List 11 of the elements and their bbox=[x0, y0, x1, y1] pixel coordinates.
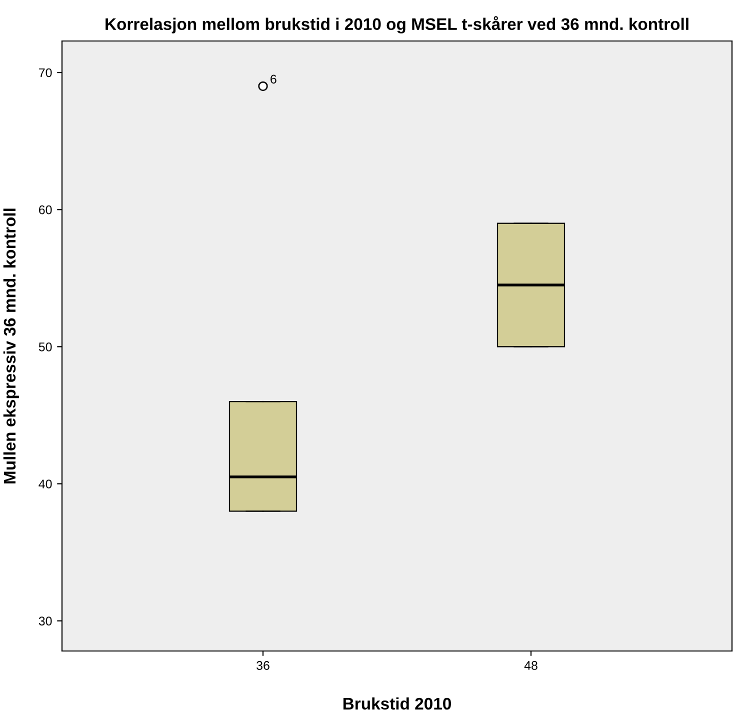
x-axis-title: Brukstid 2010 bbox=[343, 697, 451, 710]
y-tick-label: 40 bbox=[38, 480, 52, 488]
y-axis-title: Mullen ekspressiv 36 mnd. kontroll bbox=[3, 208, 19, 484]
y-tick-label: 60 bbox=[39, 205, 52, 214]
y-tick-label: 30 bbox=[38, 616, 52, 626]
x-tick-label: 36 bbox=[256, 661, 270, 670]
x-tick-label: 48 bbox=[524, 661, 538, 670]
y-tick-label: 50 bbox=[38, 342, 52, 352]
chart-title: Korrelasjon mellom brukstid i 2010 og MSEL t-skårer ved 36 mnd. kontroll bbox=[106, 16, 688, 34]
annotation: 6 bbox=[270, 74, 276, 84]
y-tick-label: 70 bbox=[39, 68, 52, 78]
